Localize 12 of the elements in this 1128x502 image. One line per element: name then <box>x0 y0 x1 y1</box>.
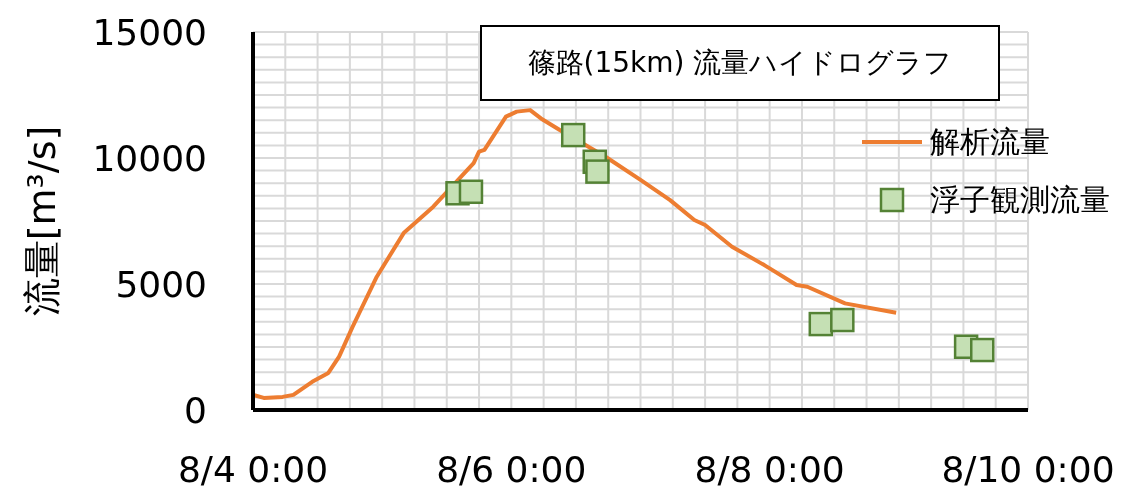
x-tick-label: 8/6 0:00 <box>436 448 587 490</box>
y-tick-label: 0 <box>184 389 207 431</box>
x-tick-label: 8/10 0:00 <box>941 448 1115 490</box>
y-tick-label: 5000 <box>115 263 207 305</box>
y-tick-label: 10000 <box>92 137 207 179</box>
x-tick-label: 8/4 0:00 <box>177 448 329 490</box>
y-tick-label: 15000 <box>92 11 207 53</box>
y-axis-title: 流量[m³/s] <box>20 125 65 317</box>
title-box: 篠路(15km) 流量ハイドログラフ <box>480 25 1000 101</box>
x-tick-label: 8/8 0:00 <box>694 448 845 490</box>
legend-label: 浮子観測流量 <box>930 180 1110 219</box>
legend-label: 解析流量 <box>930 122 1050 161</box>
